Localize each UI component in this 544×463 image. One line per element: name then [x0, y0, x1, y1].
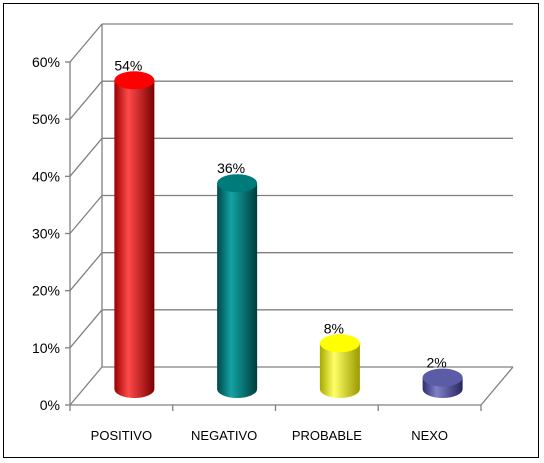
y-tick-label: 20%	[32, 283, 60, 299]
bar-top	[217, 174, 258, 193]
bar-body	[217, 183, 258, 398]
bar-positivo	[114, 71, 155, 399]
category-label: PROBABLE	[292, 428, 362, 443]
side-wall-gridline	[69, 23, 103, 63]
data-label: 2%	[427, 355, 447, 371]
grid-layer	[65, 23, 514, 411]
y-tick-label: 0%	[40, 397, 60, 413]
bars-layer: 54% 36% 8% 2%	[114, 57, 463, 399]
y-axis-labels: 0% 10% 20% 30% 40% 50% 60%	[32, 54, 60, 413]
data-label: 36%	[217, 160, 245, 176]
floor-right-edge	[480, 366, 514, 406]
bar-body	[319, 343, 360, 398]
bar-top	[319, 334, 360, 353]
bar-top	[114, 71, 155, 90]
y-tick-label: 30%	[32, 226, 60, 242]
x-axis-labels: POSITIVO NEGATIVO PROBABLE NEXO	[91, 428, 448, 443]
side-wall-gridline	[69, 80, 103, 120]
y-tick-label: 50%	[32, 111, 60, 127]
y-tick-label: 40%	[32, 168, 60, 184]
data-label: 54%	[114, 57, 142, 73]
side-wall-gridline	[69, 366, 103, 406]
y-tick-label: 60%	[32, 54, 60, 70]
side-wall-gridline	[69, 252, 103, 292]
bar-negativo	[217, 174, 258, 398]
bar-nexo	[422, 368, 463, 398]
bar-body	[114, 80, 155, 399]
category-label: NEGATIVO	[191, 428, 257, 443]
side-wall-gridline	[69, 309, 103, 349]
y-tick-label: 10%	[32, 340, 60, 356]
data-label: 8%	[324, 320, 344, 336]
category-label: NEXO	[411, 428, 448, 443]
side-wall-gridline	[69, 137, 103, 177]
bar-top	[422, 368, 463, 387]
bar-probable	[319, 334, 360, 398]
category-label: POSITIVO	[91, 428, 152, 443]
side-wall-gridline	[69, 195, 103, 234]
